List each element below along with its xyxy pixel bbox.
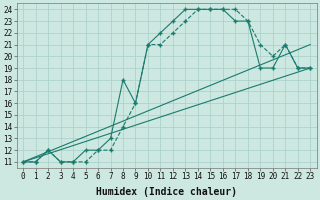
X-axis label: Humidex (Indice chaleur): Humidex (Indice chaleur)	[96, 186, 237, 197]
